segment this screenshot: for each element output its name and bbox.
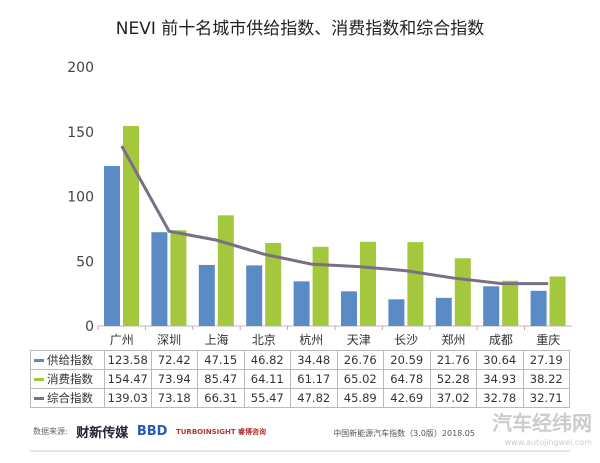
x-tick-label: 广州 <box>110 333 134 347</box>
divider <box>30 450 570 452</box>
table-cell: 154.47 <box>104 369 152 389</box>
table-cell: 64.11 <box>243 369 291 389</box>
y-tick-label: 200 <box>67 60 94 76</box>
watermark-url: www.autojingwei.com <box>504 438 592 447</box>
watermark: 汽车经纬网 <box>492 411 592 435</box>
x-tick-label: 深圳 <box>157 333 181 347</box>
table-cell: 65.02 <box>336 369 384 389</box>
table-cell: 38.22 <box>522 369 570 389</box>
row-label: 供给指数 <box>30 350 105 370</box>
bar-consumption <box>360 241 376 326</box>
table-cell: 61.17 <box>290 369 338 389</box>
bar-supply <box>246 265 263 326</box>
data-table: 供给指数 123.58 72.42 47.15 46.82 34.48 26.76 20.59… <box>30 350 570 408</box>
table-row: 综合指数 139.03 73.18 66.31 55.47 47.82 45.89 42.69… <box>30 388 570 408</box>
bar-consumption <box>217 215 234 326</box>
table-cell: 47.82 <box>290 388 338 408</box>
table-cell: 46.82 <box>243 350 291 370</box>
bar-supply <box>151 232 168 326</box>
line-composite <box>120 145 549 286</box>
table-row: 消费指数 154.47 73.94 85.47 64.11 61.17 65.02 64.78… <box>30 369 570 389</box>
x-tick-label: 重庆 <box>536 333 560 347</box>
footer-note: 中国新能源汽车指数（3.0版）2018.05 <box>333 429 475 438</box>
legend-swatch <box>34 397 44 400</box>
bar-consumption <box>407 242 424 326</box>
legend-swatch <box>34 359 44 362</box>
bar-supply <box>530 290 547 326</box>
table-cell: 47.15 <box>197 350 245 370</box>
x-tick-label: 长沙 <box>394 333 418 347</box>
row-label: 综合指数 <box>30 388 105 408</box>
bar-consumption <box>454 258 471 326</box>
legend-label: 供给指数 <box>47 353 93 367</box>
y-tick-label: 50 <box>76 254 94 270</box>
chart-title: NEVI 前十名城市供给指数、消费指数和综合指数 <box>115 19 485 39</box>
row-label: 消费指数 <box>30 369 105 389</box>
legend-label: 综合指数 <box>47 391 93 405</box>
table-cell: 26.76 <box>336 350 384 370</box>
table-cell: 42.69 <box>383 388 431 408</box>
y-tick-label: 100 <box>67 190 94 206</box>
table-cell: 73.18 <box>150 388 198 408</box>
logo-caixin: 财新传媒 <box>76 426 129 441</box>
plot-area: 0 50 100 150 200 广州 深圳 上海 北京 杭州 天津 长沙 郑州 成都 重庆 <box>67 60 572 347</box>
bar-consumption <box>502 280 519 326</box>
table-cell: 64.78 <box>383 369 431 389</box>
table-cell: 72.42 <box>150 350 198 370</box>
x-tick-label: 成都 <box>489 333 513 347</box>
x-tick-label: 上海 <box>204 332 228 347</box>
bar-consumption <box>170 230 187 326</box>
table-cell: 34.48 <box>290 350 338 370</box>
bar-supply <box>198 264 215 326</box>
table-cell: 85.47 <box>197 369 245 389</box>
x-tick-label: 郑州 <box>441 332 465 347</box>
x-tick-label: 杭州 <box>299 332 323 347</box>
bar-supply <box>483 286 500 326</box>
table-cell: 30.64 <box>476 350 524 370</box>
table-cell: 34.93 <box>476 369 524 389</box>
table-row: 供给指数 123.58 72.42 47.15 46.82 34.48 26.76 20.59… <box>30 350 570 370</box>
source: 数据来源: 财新传媒 BBD TURBOINSIGHT 睿博咨询 <box>33 422 266 441</box>
x-tick-label: 天津 <box>347 333 371 347</box>
logo-turboinsight: TURBOINSIGHT 睿博咨询 <box>175 427 267 436</box>
x-tick-label: 北京 <box>252 333 276 347</box>
bar-supply <box>341 291 357 326</box>
y-tick-label: 0 <box>85 319 94 335</box>
bar-supply <box>435 297 452 326</box>
bar-supply <box>104 165 120 326</box>
table-cell: 52.28 <box>429 369 477 389</box>
bar-consumption <box>123 125 139 326</box>
table-cell: 32.71 <box>522 388 570 408</box>
source-label: 数据来源: <box>33 427 68 436</box>
table-cell: 66.31 <box>197 388 245 408</box>
bar-supply <box>293 281 310 326</box>
table-cell: 45.89 <box>336 388 384 408</box>
bar-consumption <box>549 276 566 326</box>
y-tick-label: 150 <box>67 125 94 141</box>
table-cell: 139.03 <box>104 388 152 408</box>
logo-bbd: BBD <box>136 424 168 439</box>
table-cell: 37.02 <box>429 388 477 408</box>
table-cell: 20.59 <box>383 350 431 370</box>
bar-consumption <box>312 246 329 326</box>
legend-swatch <box>34 378 44 381</box>
bar-consumption <box>265 242 282 326</box>
bar-supply <box>388 299 405 326</box>
table-cell: 123.58 <box>104 350 152 370</box>
table-cell: 32.78 <box>476 388 524 408</box>
table-cell: 27.19 <box>522 350 570 370</box>
table-cell: 73.94 <box>150 369 198 389</box>
table-cell: 21.76 <box>429 350 477 370</box>
table-cell: 55.47 <box>243 388 291 408</box>
legend-label: 消费指数 <box>47 372 93 386</box>
